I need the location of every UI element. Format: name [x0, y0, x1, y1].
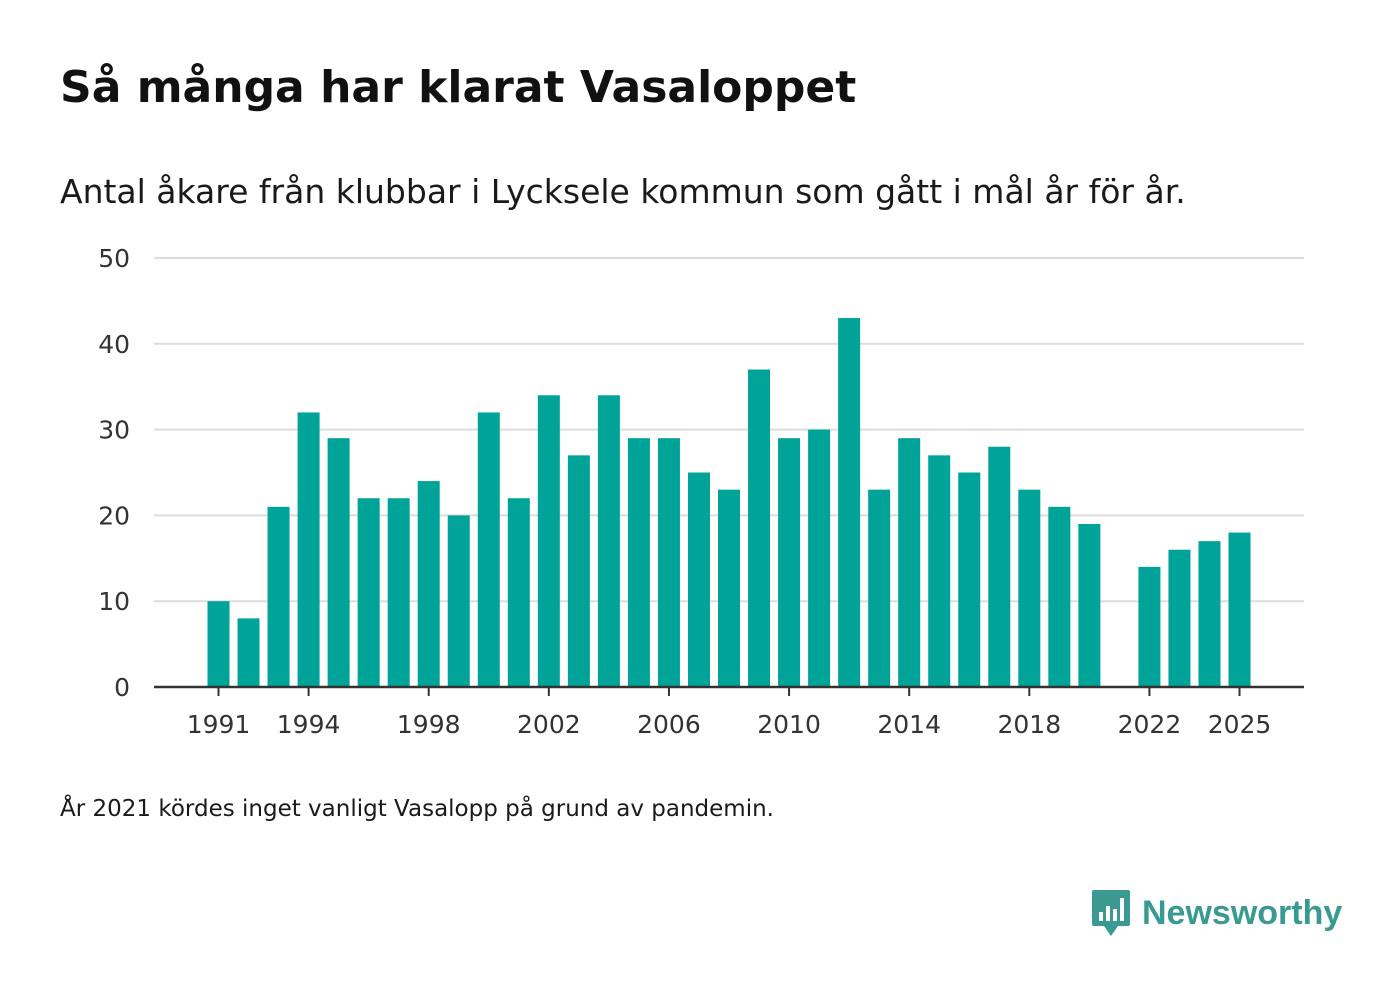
bar-1992: [237, 618, 260, 687]
bar-2016: [958, 472, 981, 687]
bar-2007: [687, 472, 710, 687]
x-tick-label: 2018: [997, 710, 1061, 739]
bar-chart: 0 10 20 30 40 50 1991 1994 1998 2002 2006 2010 2014 2…: [98, 244, 1304, 739]
bar-2020: [1078, 523, 1101, 687]
bar-2022: [1138, 566, 1161, 687]
bar-2018: [1018, 489, 1041, 687]
y-tick-label: 20: [98, 501, 130, 530]
bar-2013: [868, 489, 891, 687]
brand-name: Newsworthy: [1142, 893, 1343, 932]
footnote: År 2021 kördes inget vanligt Vasalopp på…: [60, 796, 774, 822]
bar-1999: [447, 515, 470, 687]
bar-2010: [778, 438, 801, 687]
y-tick-label: 10: [98, 587, 130, 616]
bar-2006: [657, 438, 680, 687]
bar-2012: [838, 318, 861, 687]
x-tick-label: 1991: [187, 710, 251, 739]
bar-1993: [267, 506, 290, 687]
bar-1995: [327, 438, 350, 687]
bar-1991: [207, 601, 230, 687]
x-tick-label: 2010: [757, 710, 821, 739]
x-tick-label: 2006: [637, 710, 701, 739]
bar-2008: [718, 489, 741, 687]
bar-2002: [537, 395, 560, 687]
bar-2011: [808, 429, 831, 687]
x-tick-label: 2025: [1208, 710, 1272, 739]
bars: [207, 318, 1251, 687]
x-tick-label: 2002: [517, 710, 581, 739]
bar-2023: [1168, 549, 1191, 687]
y-tick-label: 30: [98, 416, 130, 445]
bar-1994: [297, 412, 320, 687]
bar-2005: [627, 438, 650, 687]
x-tick-label: 1998: [397, 710, 461, 739]
y-tick-label: 0: [114, 673, 130, 702]
x-tick-label: 2014: [877, 710, 941, 739]
chart-subtitle: Antal åkare från klubbar i Lycksele komm…: [60, 172, 1186, 211]
bar-1996: [357, 498, 380, 687]
bar-2001: [507, 498, 530, 687]
axes: 0 10 20 30 40 50 1991 1994 1998 2002 2006 2010 2014 2…: [98, 244, 1304, 739]
bar-1997: [387, 498, 410, 687]
chart-title: Så många har klarat Vasaloppet: [60, 62, 857, 113]
bar-1998: [417, 481, 440, 687]
bar-2015: [928, 455, 951, 687]
bar-2000: [477, 412, 500, 687]
x-tick-label: 2022: [1118, 710, 1182, 739]
bar-2019: [1048, 506, 1071, 687]
x-tick-label: 1994: [277, 710, 341, 739]
bar-2024: [1198, 541, 1221, 687]
bar-2014: [898, 438, 921, 687]
y-tick-label: 40: [98, 330, 130, 359]
bar-2009: [748, 369, 771, 687]
brand-logo: Newsworthy: [1090, 888, 1342, 938]
bar-2025: [1228, 532, 1251, 687]
y-tick-label: 50: [98, 244, 130, 273]
bar-2003: [567, 455, 590, 687]
bar-2004: [597, 395, 620, 687]
bar-chart-speech-bubble-icon: [1092, 890, 1130, 936]
bar-2017: [988, 446, 1011, 687]
